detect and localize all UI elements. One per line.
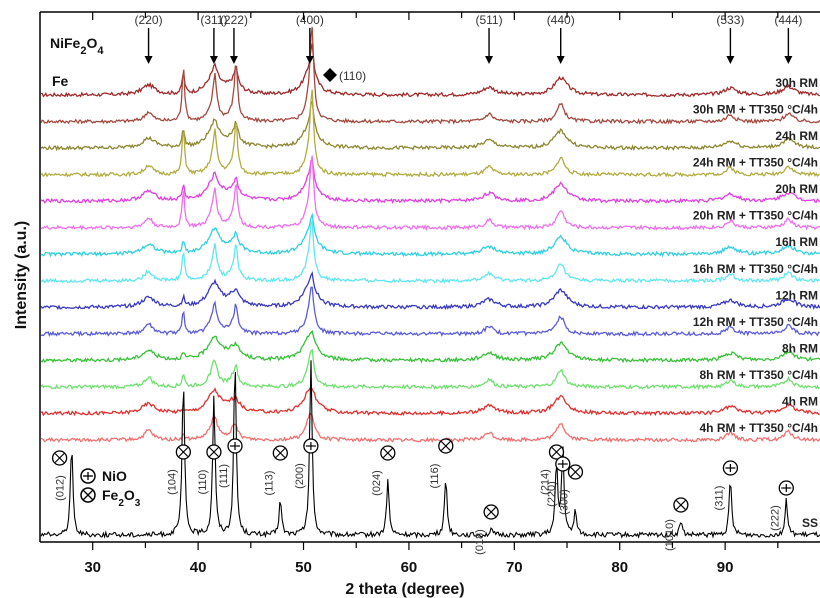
series-line <box>40 286 820 338</box>
ss-peak-marker <box>380 445 396 461</box>
series-line <box>40 89 820 178</box>
reflection-arrowhead <box>726 56 735 64</box>
reflection-label: (533) <box>716 13 744 27</box>
legend-fe2o3: Fe2O3 <box>102 487 141 509</box>
hkl-label: (018) <box>474 529 486 555</box>
hkl-label: (104) <box>166 469 178 495</box>
reflection-arrowhead <box>305 56 314 64</box>
ss-peak-marker <box>567 464 584 480</box>
ss-peak-marker <box>483 504 499 520</box>
series-label: 8h RM <box>782 341 818 355</box>
ss-legend: NiO Fe2O3 <box>80 468 141 509</box>
ss-peak-marker <box>206 444 222 460</box>
legend-fe: Fe <box>52 73 69 89</box>
fe-peak-label: (110) <box>339 69 366 83</box>
reflection-arrowhead <box>229 56 238 64</box>
fe2o3-marker-icon <box>80 487 96 503</box>
series-line <box>40 411 820 444</box>
nio-marker-icon <box>80 468 96 484</box>
series-line <box>40 360 820 540</box>
ss-peak-marker <box>778 480 794 496</box>
ss-peak-marker <box>175 444 192 460</box>
series-line <box>40 43 820 98</box>
hkl-label: (200) <box>294 463 306 489</box>
reflection-label: (311) <box>200 13 227 27</box>
series-label: 24h RM <box>775 129 818 143</box>
series-label: 12h RM + TT350 °C/4h <box>693 315 818 329</box>
reflection-arrowhead <box>144 56 153 64</box>
hkl-label: (222) <box>769 505 781 531</box>
x-tick-label: 50 <box>295 559 312 576</box>
series-label: 12h RM <box>775 288 818 302</box>
series-label: 24h RM + TT350 °C/4h <box>693 156 818 170</box>
x-tick-label: 40 <box>190 559 207 576</box>
hkl-label: (110) <box>197 470 209 495</box>
series-label: 16h RM + TT350 °C/4h <box>693 262 818 276</box>
x-tick-label: 30 <box>84 559 101 576</box>
series-line <box>40 270 820 311</box>
ss-peak-marker <box>272 445 288 461</box>
hkl-label: (300) <box>558 489 570 515</box>
series-label: 8h RM + TT350 °C/4h <box>700 368 819 382</box>
reflection-arrowhead <box>556 56 565 64</box>
series-line <box>40 212 820 258</box>
x-tick-label: 60 <box>401 559 418 576</box>
series-line <box>40 219 820 284</box>
ss-peak-marker <box>438 438 454 454</box>
ss-peak-marker <box>227 438 243 454</box>
x-axis-title: 2 theta (degree) <box>345 581 464 598</box>
fe2o3-legend-item: Fe2O3 <box>80 487 141 509</box>
ss-peak-marker <box>51 450 68 466</box>
ss-peak-marker <box>303 438 319 454</box>
ss-peak-marker <box>555 456 571 472</box>
reflection-label: (220) <box>135 13 163 27</box>
legend-nio: NiO <box>102 468 127 484</box>
series-label: 4h RM + TT350 °C/4h <box>700 421 819 435</box>
reflection-arrowhead <box>784 56 793 64</box>
reflection-arrowhead <box>209 56 218 64</box>
hkl-label: (1010) <box>664 519 676 551</box>
hkl-label: (220) <box>546 481 558 507</box>
ss-peak-marker <box>722 460 739 476</box>
series-label: 4h RM <box>782 394 818 408</box>
hkl-label: (214) <box>539 469 551 495</box>
hkl-label: (116) <box>429 464 441 489</box>
x-tick-label: 80 <box>611 559 628 576</box>
x-tick-label: 90 <box>717 559 734 576</box>
reflection-label: (444) <box>774 13 802 27</box>
hkl-label: (113) <box>263 471 275 496</box>
series-label: 16h RM <box>775 235 818 249</box>
series-line <box>40 27 820 125</box>
ss-peak-marker <box>673 497 689 513</box>
nio-legend-item: NiO <box>80 468 127 484</box>
fe-diamond-icon <box>323 68 337 82</box>
series-label: 20h RM + TT350 °C/4h <box>693 209 818 223</box>
series-line <box>40 155 820 232</box>
series-label: SS <box>802 516 818 530</box>
series-line <box>40 329 820 364</box>
series-label: 30h RM <box>775 76 818 90</box>
x-tick-label: 70 <box>506 559 523 576</box>
series-label: 30h RM + TT350 °C/4h <box>693 103 818 117</box>
series-line <box>40 159 820 205</box>
series-label: 20h RM <box>775 182 818 196</box>
series-line <box>40 100 820 152</box>
reflection-label: (511) <box>475 13 502 27</box>
y-axis-title: Intensity (a.u.) <box>13 221 30 329</box>
ss-peak-marker <box>548 444 565 460</box>
reflection-arrowhead <box>485 56 494 64</box>
reflection-label: (222) <box>220 13 248 27</box>
series-line <box>40 348 820 391</box>
legend-nife2o4: NiFe2O4 <box>50 35 104 57</box>
hkl-label: (111) <box>218 464 230 488</box>
hkl-label: (012) <box>55 475 67 501</box>
series-line <box>40 384 820 417</box>
reflection-label: (440) <box>547 13 575 27</box>
hkl-label: (024) <box>371 470 383 496</box>
hkl-label: (311) <box>713 486 725 511</box>
reflection-label: (400) <box>296 13 324 27</box>
